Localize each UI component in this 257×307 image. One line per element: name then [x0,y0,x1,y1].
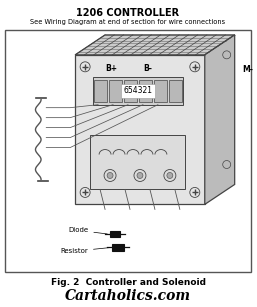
Text: 1206 CONTROLLER: 1206 CONTROLLER [76,8,180,18]
Bar [112,244,124,251]
Text: B-: B- [143,64,152,73]
Text: Resistor: Resistor [60,247,110,254]
Bar [139,80,152,102]
Bar [75,55,205,204]
Circle shape [167,173,173,178]
Text: Fig. 2  Controller and Solenoid: Fig. 2 Controller and Solenoid [51,278,206,287]
Polygon shape [205,35,235,204]
Circle shape [107,173,113,178]
Text: Diode: Diode [68,227,107,234]
Bar [5,30,251,272]
Bar [124,80,137,102]
Circle shape [137,173,143,178]
Text: See Wiring Diagram at end of section for wire connections: See Wiring Diagram at end of section for… [30,19,226,25]
Text: M-: M- [243,65,254,74]
Bar [110,231,120,237]
Bar [169,80,182,102]
Text: Cartaholics.com: Cartaholics.com [65,289,191,303]
Bar [154,80,167,102]
Text: B+: B+ [105,64,117,73]
Bar [94,80,107,102]
Text: 654321: 654321 [123,86,152,95]
Bar [93,77,183,105]
Bar [109,80,122,102]
Polygon shape [75,35,235,55]
Bar [90,134,185,189]
